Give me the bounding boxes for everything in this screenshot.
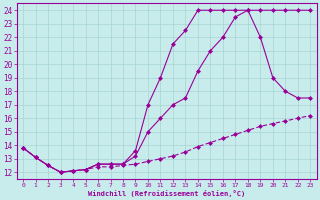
X-axis label: Windchill (Refroidissement éolien,°C): Windchill (Refroidissement éolien,°C) [88, 190, 245, 197]
